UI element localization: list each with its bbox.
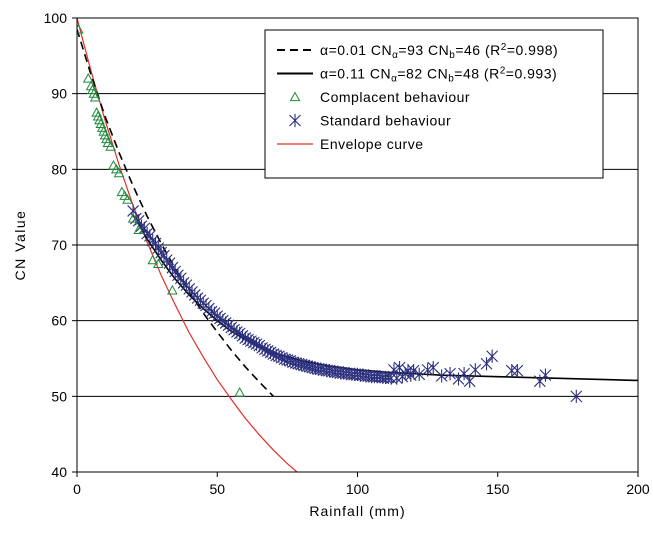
legend-label: Standard behaviour [320,113,451,129]
series-line-fit-alpha-011 [132,214,638,382]
x-tick-label: 200 [626,481,650,497]
legend-label-part: =93 CN [398,42,449,58]
point-standard [539,368,552,382]
point-complacent [85,80,97,91]
point-standard [444,367,456,381]
point-complacent [147,254,159,265]
legend-label: α=0.01 CNα=93 CNb=46 (R2=0.998) [320,42,558,61]
point-complacent [127,212,139,223]
point-complacent [133,224,145,234]
point-complacent [152,258,164,269]
y-tick-label: 80 [51,161,67,177]
point-standard [480,357,493,371]
point-complacent [88,88,100,98]
y-tick-label: 100 [44,10,68,26]
x-tick-label: 50 [209,481,225,497]
legend-item-envelope: Envelope curve [277,136,424,152]
legend-label-part: =46 (R [455,42,500,58]
legend-label-part: b [448,74,454,85]
legend-item-standard: Standard behaviour [289,113,451,129]
point-complacent [95,118,107,129]
legend-label: Envelope curve [320,136,424,152]
point-complacent [101,133,112,144]
legend-label-part: α [392,50,398,61]
legend-label-part: b [449,50,455,61]
series-line-fit-alpha-001 [77,29,274,397]
y-tick-label: 50 [51,388,67,404]
point-complacent [105,141,117,151]
point-standard [407,364,420,378]
point-standard [163,256,176,270]
point-standard [365,370,378,384]
point-standard [463,374,476,388]
legend-label-part: =0.998) [507,42,558,58]
legend-box [264,29,604,179]
legend-item-fit-alpha-001: α=0.01 CNα=93 CNb=46 (R2=0.998) [277,42,558,61]
point-standard [435,369,448,383]
legend-label-part: =48 (R [454,66,499,82]
x-axis-title: Rainfall (mm) [309,503,405,519]
point-complacent [92,110,104,121]
legend-label-part: 2 [500,66,506,77]
point-complacent [87,84,98,94]
plot-area-frame [76,17,639,473]
legend-label-part: α=0.01 CN [320,42,392,58]
point-complacent [82,73,94,83]
legend-swatch [289,113,301,128]
legend-label: Complacent behaviour [320,89,470,105]
point-standard [152,241,165,255]
point-standard [511,364,524,378]
point-complacent [94,114,105,125]
point-complacent [96,122,108,132]
point-complacent [89,91,101,102]
point-complacent [113,167,125,178]
y-axis-title: CN Value [12,210,28,281]
point-complacent [77,23,84,34]
legend-item-fit-alpha-011: α=0.11 CNα=82 CNb=48 (R2=0.993) [277,66,557,85]
point-standard [385,371,398,385]
plot-series [77,18,638,472]
legend-label: α=0.11 CNα=82 CNb=48 (R2=0.993) [320,66,557,85]
x-tick-label: 100 [346,481,370,497]
y-tick-label: 60 [51,313,67,329]
x-tick-label: 150 [486,481,510,497]
legend-label-part: =82 CN [397,66,448,82]
y-tick-label: 90 [51,86,67,102]
plot-clip-group [77,18,638,472]
point-complacent [91,107,102,117]
point-complacent [99,129,111,140]
point-complacent [234,387,246,397]
point-complacent [167,284,178,295]
point-standard [570,389,583,403]
point-complacent [122,194,133,204]
legend-item-complacent: Complacent behaviour [289,89,470,105]
legend-swatch [289,91,301,102]
point-standard [469,363,482,377]
point-standard [413,367,426,381]
legend-label-part: α [391,74,397,85]
point-standard [486,349,499,363]
legend-label-part: 2 [501,42,507,53]
point-standard [158,248,170,263]
x-tick-label: 0 [73,481,81,497]
legend-label-part: =0.993) [506,66,557,82]
legend: α=0.01 CNα=93 CNb=46 (R2=0.998)α=0.11 CN… [264,29,604,179]
y-tick-label: 70 [51,237,67,253]
point-standard [458,367,470,381]
point-standard [149,236,162,251]
axes: 40 50 60 70 80 90 100 0 50 100 150 200 [44,10,650,497]
legend-label-part: α=0.11 CN [320,66,391,82]
y-tick-label: 40 [51,464,67,480]
point-complacent [98,125,109,136]
point-standard [505,364,518,378]
point-standard [402,364,414,378]
